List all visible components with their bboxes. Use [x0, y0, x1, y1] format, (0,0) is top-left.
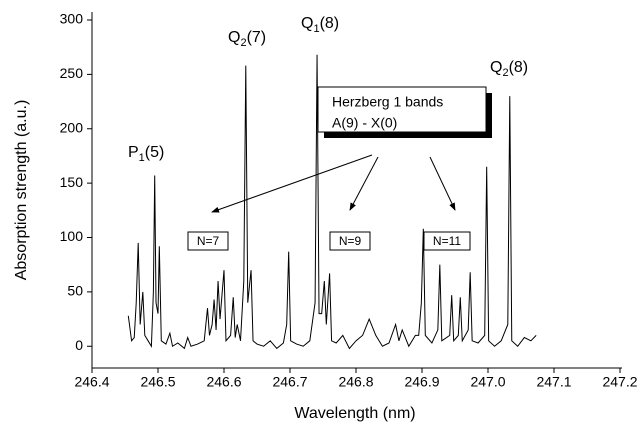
x-tick-label: 247.0 — [470, 374, 505, 390]
arrow — [429, 156, 456, 211]
y-tick-label: 150 — [60, 174, 84, 190]
x-tick-label: 247.1 — [536, 374, 571, 390]
x-tick-label: 246.8 — [338, 374, 373, 390]
x-tick-label: 246.7 — [272, 374, 307, 390]
y-tick-label: 100 — [60, 228, 84, 244]
n-label: N=9 — [339, 234, 362, 248]
x-tick-label: 246.9 — [404, 374, 439, 390]
arrow — [211, 154, 373, 213]
peak-label-part: P — [128, 144, 139, 161]
y-tick-label: 300 — [60, 11, 84, 27]
peak-label-part: (7) — [247, 29, 267, 46]
peak-label-part: Q — [301, 15, 313, 32]
peak-label: P1(5) — [128, 144, 164, 164]
y-tick-label: 50 — [67, 283, 83, 299]
x-axis-title: Wavelength (nm) — [294, 405, 415, 422]
peak-label-sub: 1 — [313, 23, 319, 35]
peak-label: Q2(8) — [490, 59, 528, 79]
peak-label-sub: 2 — [240, 37, 246, 49]
box-text: A(9) - X(0) — [332, 115, 397, 131]
y-tick-label: 250 — [60, 65, 84, 81]
arrow — [349, 156, 379, 211]
y-tick-label: 0 — [75, 337, 83, 353]
peak-label-part: Q — [228, 29, 240, 46]
peak-label-part: (8) — [509, 59, 529, 76]
n-box — [187, 231, 229, 251]
peak-label-part: (5) — [145, 144, 165, 161]
box-text: Herzberg 1 bands — [332, 94, 443, 110]
x-tick-label: 247.2 — [602, 374, 637, 390]
spectrum-line — [127, 54, 537, 350]
peak-label-sub: 2 — [502, 67, 508, 79]
x-tick-label: 246.6 — [206, 374, 241, 390]
x-tick-label: 246.4 — [74, 374, 109, 390]
y-tick-label: 200 — [60, 119, 84, 135]
peak-label: Q2(7) — [228, 29, 266, 49]
peak-label: Q1(8) — [301, 15, 339, 35]
n-label: N=7 — [197, 234, 220, 248]
peak-label-sub: 1 — [139, 152, 145, 164]
x-tick-label: 246.5 — [140, 374, 175, 390]
y-axis-title: Absorption strength (a.u.) — [13, 100, 30, 281]
n-box — [329, 231, 371, 251]
annotation-box — [317, 86, 487, 133]
n-label: N=11 — [433, 234, 461, 248]
peak-label-part: Q — [490, 59, 502, 76]
peak-label-part: (8) — [320, 15, 340, 32]
